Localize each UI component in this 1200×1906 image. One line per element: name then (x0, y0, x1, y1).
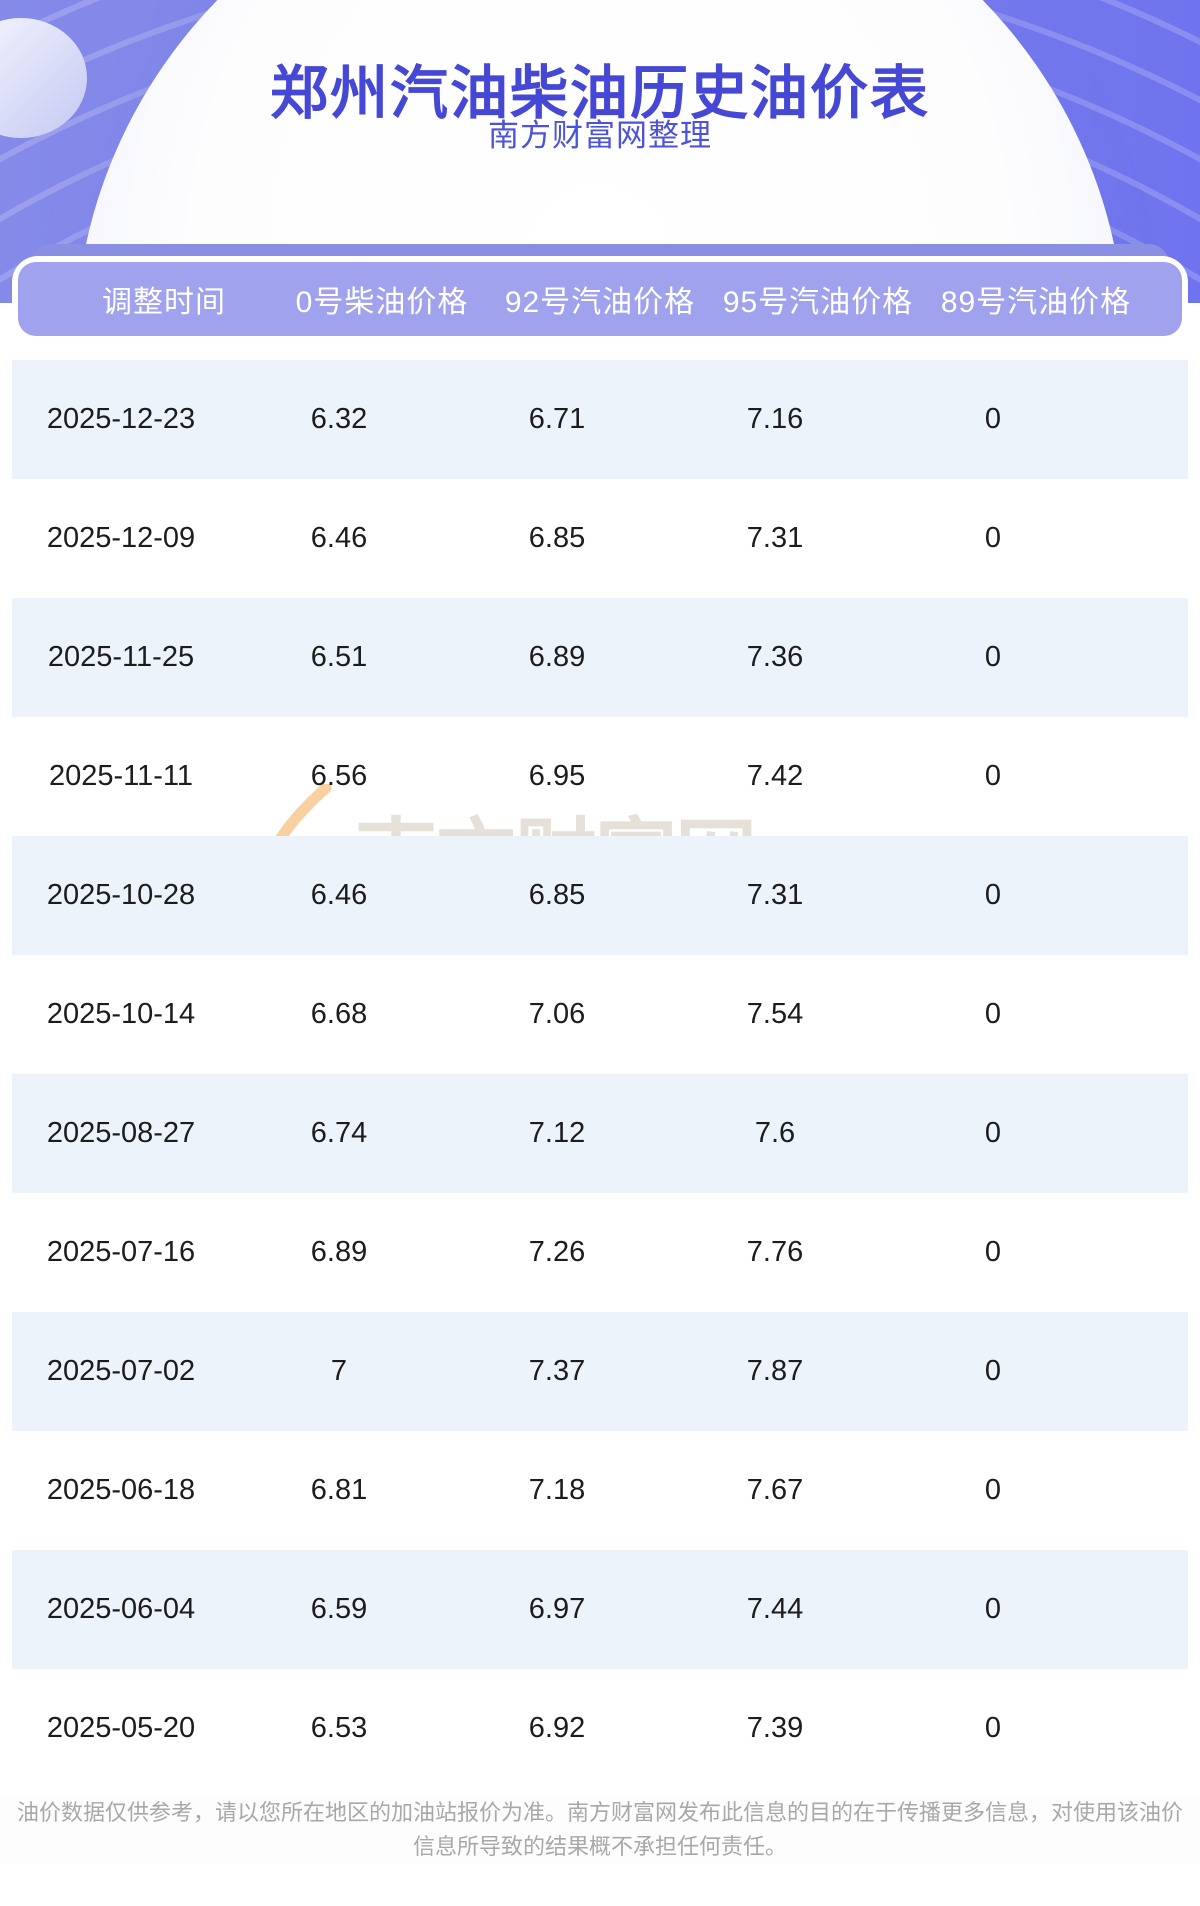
column-header-0: 调整时间 (102, 286, 226, 319)
table-row: 2025-11-11 6.56 6.95 7.42 0 (12, 717, 1188, 836)
column-header-1: 0号柴油价格 (295, 286, 469, 319)
cell-price: 7.54 (746, 998, 804, 1030)
cell-price: 6.81 (310, 1474, 368, 1506)
cell-price: 6.46 (310, 879, 368, 911)
cell-date: 2025-08-27 (46, 1117, 196, 1149)
price-table-card: 南方财富网 outhmoney.com 调整时间0号柴油价格92号汽油价格95号… (12, 256, 1188, 1804)
cell-price: 0 (984, 1236, 1002, 1268)
cell-price: 7.36 (746, 641, 804, 673)
table-row: 2025-12-23 6.32 6.71 7.16 0 (12, 360, 1188, 479)
table-row: 2025-08-27 6.74 7.12 7.6 0 (12, 1074, 1188, 1193)
table-row: 2025-07-02 7 7.37 7.87 0 (12, 1312, 1188, 1431)
cell-price: 6.46 (310, 522, 368, 554)
table-body: 2025-12-23 6.32 6.71 7.16 0 2025-12-09 6.46 6.8… (12, 360, 1188, 1788)
cell-date: 2025-05-20 (46, 1712, 196, 1744)
cell-price: 7.26 (528, 1236, 586, 1268)
cell-price: 7.31 (746, 522, 804, 554)
cell-price: 6.74 (310, 1117, 368, 1149)
cell-price: 7.37 (528, 1355, 586, 1387)
disclaimer-text: 油价数据仅供参考，请以您所在地区的加油站报价为准。南方财富网发布此信息的目的在于… (16, 1800, 1183, 1859)
cell-price: 0 (984, 1474, 1002, 1506)
cell-price: 7 (330, 1355, 348, 1387)
table-row: 2025-10-14 6.68 7.06 7.54 0 (12, 955, 1188, 1074)
footer: 油价数据仅供参考，请以您所在地区的加油站报价为准。南方财富网发布此信息的目的在于… (0, 1796, 1200, 1864)
hero-header: 郑州汽油柴油历史油价表 南方财富网整理 (0, 0, 1200, 303)
cell-price: 0 (984, 522, 1002, 554)
cell-price: 7.42 (746, 760, 804, 792)
cell-price: 0 (984, 879, 1002, 911)
cell-date: 2025-06-04 (46, 1593, 196, 1625)
cell-price: 7.06 (528, 998, 586, 1030)
cell-price: 6.53 (310, 1712, 368, 1744)
table-row: 2025-10-28 6.46 6.85 7.31 0 (12, 836, 1188, 955)
table-row: 2025-06-04 6.59 6.97 7.44 0 (12, 1550, 1188, 1669)
cell-price: 6.97 (528, 1593, 586, 1625)
cell-price: 7.76 (746, 1236, 804, 1268)
column-header-4: 89号汽油价格 (940, 286, 1132, 319)
table-row: 2025-05-20 6.53 6.92 7.39 0 (12, 1669, 1188, 1788)
cell-price: 6.92 (528, 1712, 586, 1744)
cell-price: 7.6 (754, 1117, 796, 1149)
cell-price: 6.56 (310, 760, 368, 792)
cell-date: 2025-10-14 (46, 998, 196, 1030)
cell-price: 7.16 (746, 403, 804, 435)
cell-price: 7.12 (528, 1117, 586, 1149)
table-header-row: 调整时间 0号柴油价格 92号汽油价格 95号汽油价格 89号汽油价格 (18, 262, 1182, 336)
cell-price: 0 (984, 641, 1002, 673)
cell-price: 6.85 (528, 879, 586, 911)
cell-price: 7.67 (746, 1474, 804, 1506)
cell-date: 2025-10-28 (46, 879, 196, 911)
cell-price: 7.87 (746, 1355, 804, 1387)
cell-price: 7.39 (746, 1712, 804, 1744)
cell-date: 2025-12-23 (46, 403, 196, 435)
cell-price: 6.71 (528, 403, 586, 435)
cell-price: 0 (984, 1117, 1002, 1149)
table-row: 2025-11-25 6.51 6.89 7.36 0 (12, 598, 1188, 717)
table-row: 2025-06-18 6.81 7.18 7.67 0 (12, 1431, 1188, 1550)
cell-price: 6.89 (310, 1236, 368, 1268)
cell-price: 6.68 (310, 998, 368, 1030)
cell-date: 2025-12-09 (46, 522, 196, 554)
cell-price: 6.32 (310, 403, 368, 435)
cell-price: 0 (984, 760, 1002, 792)
cell-price: 0 (984, 998, 1002, 1030)
cell-price: 7.44 (746, 1593, 804, 1625)
cell-date: 2025-11-25 (47, 641, 195, 673)
cell-price: 0 (984, 403, 1002, 435)
cell-date: 2025-07-16 (46, 1236, 196, 1268)
cell-price: 7.31 (746, 879, 804, 911)
cell-price: 0 (984, 1593, 1002, 1625)
table-row: 2025-12-09 6.46 6.85 7.31 0 (12, 479, 1188, 598)
page-subtitle: 南方财富网整理 (488, 118, 712, 153)
cell-date: 2025-11-11 (48, 760, 194, 792)
column-header-2: 92号汽油价格 (504, 286, 696, 319)
cell-price: 6.85 (528, 522, 586, 554)
cell-price: 6.59 (310, 1593, 368, 1625)
page-title: 郑州汽油柴油历史油价表 (269, 61, 930, 126)
cell-date: 2025-06-18 (46, 1474, 196, 1506)
cell-price: 6.51 (310, 641, 368, 673)
cell-price: 7.18 (528, 1474, 586, 1506)
cell-price: 0 (984, 1712, 1002, 1744)
cell-date: 2025-07-02 (46, 1355, 196, 1387)
cell-price: 6.95 (528, 760, 586, 792)
cell-price: 6.89 (528, 641, 586, 673)
cell-price: 0 (984, 1355, 1002, 1387)
table-row: 2025-07-16 6.89 7.26 7.76 0 (12, 1193, 1188, 1312)
column-header-3: 95号汽油价格 (722, 286, 914, 319)
